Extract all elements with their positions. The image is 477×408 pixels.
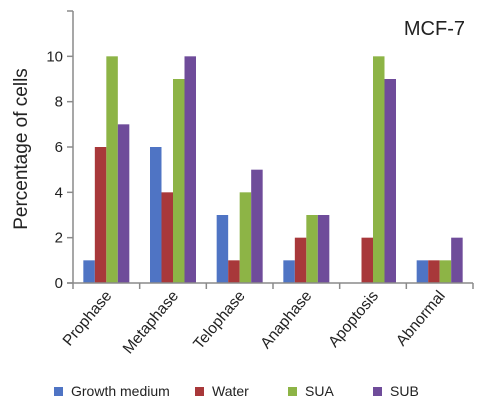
- bar-telophase-sua: [239, 192, 252, 283]
- legend-label-water: Water: [212, 383, 249, 399]
- bar-metaphase-water: [161, 192, 173, 283]
- x-tick-label-prophase: Prophase: [60, 288, 116, 350]
- bar-abnormal-sub: [451, 237, 463, 283]
- x-tick-label-anaphase: Anaphase: [257, 288, 315, 352]
- bar-abnormal-sua: [439, 260, 452, 283]
- x-tick-label-abnormal: Abnormal: [393, 288, 449, 350]
- y-tick-label: 2: [55, 230, 63, 247]
- bar-apoptosis-water: [361, 237, 373, 283]
- y-tick-label: 4: [55, 184, 63, 201]
- x-labels-group: Prophase Metaphase Telophase Anaphase Apopto…: [60, 287, 449, 357]
- x-tick-label-metaphase: Metaphase: [120, 288, 182, 358]
- bar-abnormal-growth-medium: [416, 260, 429, 283]
- bar-prophase-water: [94, 147, 107, 283]
- legend-label-growth-medium: Growth medium: [71, 383, 170, 399]
- x-tick-label-apoptosis: Apoptosis: [325, 287, 382, 350]
- y-tick-label: 0: [55, 275, 63, 292]
- bar-prophase-sub: [117, 124, 130, 283]
- bar-anaphase-sub: [317, 215, 330, 283]
- legend-swatch-water: [195, 387, 204, 396]
- bar-anaphase-growth-medium: [283, 260, 295, 283]
- legend-label-sua: SUA: [305, 383, 334, 399]
- bar-metaphase-sua: [173, 79, 185, 283]
- bar-apoptosis-sub: [384, 79, 396, 283]
- legend-swatch-sua: [288, 387, 297, 396]
- bar-telophase-growth-medium: [216, 215, 229, 283]
- y-tick-label: 6: [55, 139, 63, 156]
- bar-prophase-sua: [106, 56, 118, 283]
- y-tick-label: 8: [55, 94, 63, 111]
- bar-abnormal-water: [428, 260, 440, 283]
- y-tick-label: 10: [46, 48, 63, 65]
- bar-telophase-sub: [251, 169, 263, 283]
- bar-anaphase-water: [294, 237, 307, 283]
- chart-title: MCF-7: [404, 18, 465, 40]
- y-ticks-group: 0 2 4 6 8 10: [46, 10, 73, 292]
- legend: Growth medium Water SUA SUB: [54, 383, 419, 399]
- bar-anaphase-sua: [306, 215, 318, 283]
- y-axis-title: Percentage of cells: [11, 68, 32, 230]
- x-tick-label-telophase: Telophase: [190, 288, 248, 353]
- legend-swatch-sub: [373, 387, 382, 396]
- bar-apoptosis-sua: [373, 56, 385, 283]
- bar-telophase-water: [228, 260, 240, 283]
- bar-metaphase-sub: [184, 56, 196, 283]
- bar-prophase-growth-medium: [83, 260, 95, 283]
- bar-metaphase-growth-medium: [150, 147, 162, 283]
- bars-group: [83, 56, 463, 283]
- legend-label-sub: SUB: [390, 383, 419, 399]
- legend-swatch-growth-medium: [54, 387, 63, 396]
